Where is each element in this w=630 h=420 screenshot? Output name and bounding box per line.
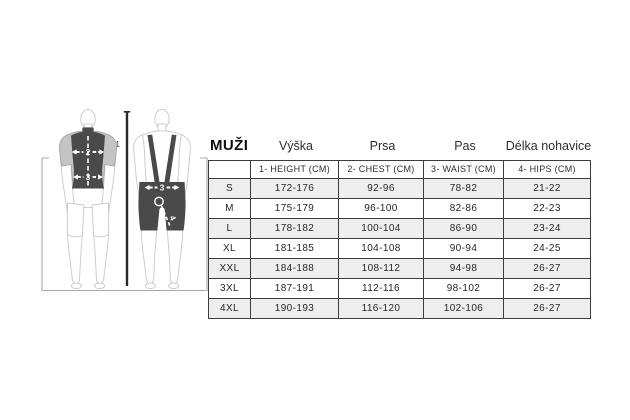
chest-value: 116-120 <box>338 298 424 319</box>
chest-value: 92-96 <box>338 178 424 199</box>
hips-value: 26-27 <box>503 278 591 299</box>
jersey-waist-marker-label: 3 <box>86 172 91 182</box>
table-row: S 172-176 92-96 78-82 21-22 <box>208 178 591 199</box>
waist-value: 82-86 <box>423 198 504 219</box>
height-value: 175-179 <box>250 198 339 219</box>
hips-value: 26-27 <box>503 298 591 319</box>
waist-value: 90-94 <box>423 238 504 259</box>
leg-length-marker-label: 4 <box>168 214 178 222</box>
waist-value: 78-82 <box>423 178 504 199</box>
measure-header-row: 1- HEIGHT (CM) 2- CHEST (CM) 3- WAIST (C… <box>208 160 591 179</box>
height-value: 178-182 <box>250 218 339 239</box>
shorts-hem-left <box>67 234 82 238</box>
measurement-figures-illustration: 1 2 3 <box>41 105 208 292</box>
height-marker-label: 1 <box>116 140 121 149</box>
measure-header-hips: 4- HIPS (CM) <box>503 160 591 179</box>
table-row: 3XL 187-191 112-116 98-102 26-27 <box>208 278 591 299</box>
waist-value: 102-106 <box>423 298 504 319</box>
measure-header-waist: 3- WAIST (CM) <box>423 160 504 179</box>
bib-shorts-figure: 3 4 <box>134 110 191 289</box>
chest-value: 104-108 <box>338 238 424 259</box>
shorts-hem-right <box>94 234 109 238</box>
height-value: 184-188 <box>250 258 339 279</box>
column-header-height: Výška <box>278 139 314 153</box>
waist-value: 94-98 <box>423 258 504 279</box>
chest-value: 96-100 <box>338 198 424 219</box>
size-label: 4XL <box>208 298 251 319</box>
measure-header-height: 1- HEIGHT (CM) <box>250 160 339 179</box>
height-measure-line: 1 <box>116 111 131 286</box>
bib-waist-measure-arrow: 3 <box>144 183 180 193</box>
measure-bracket-frame <box>41 157 208 292</box>
measure-header-chest: 2- CHEST (CM) <box>338 160 424 179</box>
column-header-chest: Prsa <box>369 139 396 153</box>
jersey-waist-measure-arrow: 3 <box>73 172 103 182</box>
chest-value: 108-112 <box>338 258 424 279</box>
height-value: 190-193 <box>250 298 339 319</box>
size-label: XL <box>208 238 251 259</box>
size-label: L <box>208 218 251 239</box>
height-value: 181-185 <box>250 238 339 259</box>
bib-waist-marker-label: 3 <box>160 183 165 193</box>
column-header-legs: Délka nohavice <box>505 139 592 153</box>
table-row: XXL 184-188 108-112 94-98 26-27 <box>208 258 591 279</box>
jersey-collar <box>82 127 94 133</box>
table-row: XL 181-185 104-108 90-94 24-25 <box>208 238 591 259</box>
hips-value: 26-27 <box>503 258 591 279</box>
size-grid: 1- HEIGHT (CM) 2- CHEST (CM) 3- WAIST (C… <box>208 160 591 319</box>
waist-value: 98-102 <box>423 278 504 299</box>
chest-marker-label: 2 <box>86 147 91 157</box>
hips-value: 24-25 <box>503 238 591 259</box>
chest-measure-arrow: 2 <box>71 147 105 157</box>
size-label: S <box>208 178 251 199</box>
hips-value: 22-23 <box>503 198 591 219</box>
size-chart-header-row: MUŽI Výška Prsa Pas Délka nohavice <box>208 127 592 160</box>
leg-length-measure: 4 <box>154 196 178 229</box>
size-label: 3XL <box>208 278 251 299</box>
table-title: MUŽI <box>210 137 249 154</box>
hips-value: 21-22 <box>503 178 591 199</box>
bib-strap-right <box>164 134 177 184</box>
waist-value: 86-90 <box>423 218 504 239</box>
height-value: 187-191 <box>250 278 339 299</box>
column-header-waist: Pas <box>454 139 476 153</box>
chest-value: 112-116 <box>338 278 424 299</box>
chest-value: 100-104 <box>338 218 424 239</box>
corner-cell <box>208 160 251 179</box>
hips-value: 23-24 <box>503 218 591 239</box>
table-row: 4XL 190-193 116-120 102-106 26-27 <box>208 298 591 319</box>
table-row: L 178-182 100-104 86-90 23-24 <box>208 218 591 239</box>
bib-strap-left <box>147 134 160 184</box>
table-row: M 175-179 96-100 82-86 22-23 <box>208 198 591 219</box>
size-label: M <box>208 198 251 219</box>
size-chart-table: MUŽI Výška Prsa Pas Délka nohavice 1- HE… <box>208 127 592 319</box>
height-value: 172-176 <box>250 178 339 199</box>
size-label: XXL <box>208 258 251 279</box>
jersey-figure: 2 3 <box>58 110 118 289</box>
